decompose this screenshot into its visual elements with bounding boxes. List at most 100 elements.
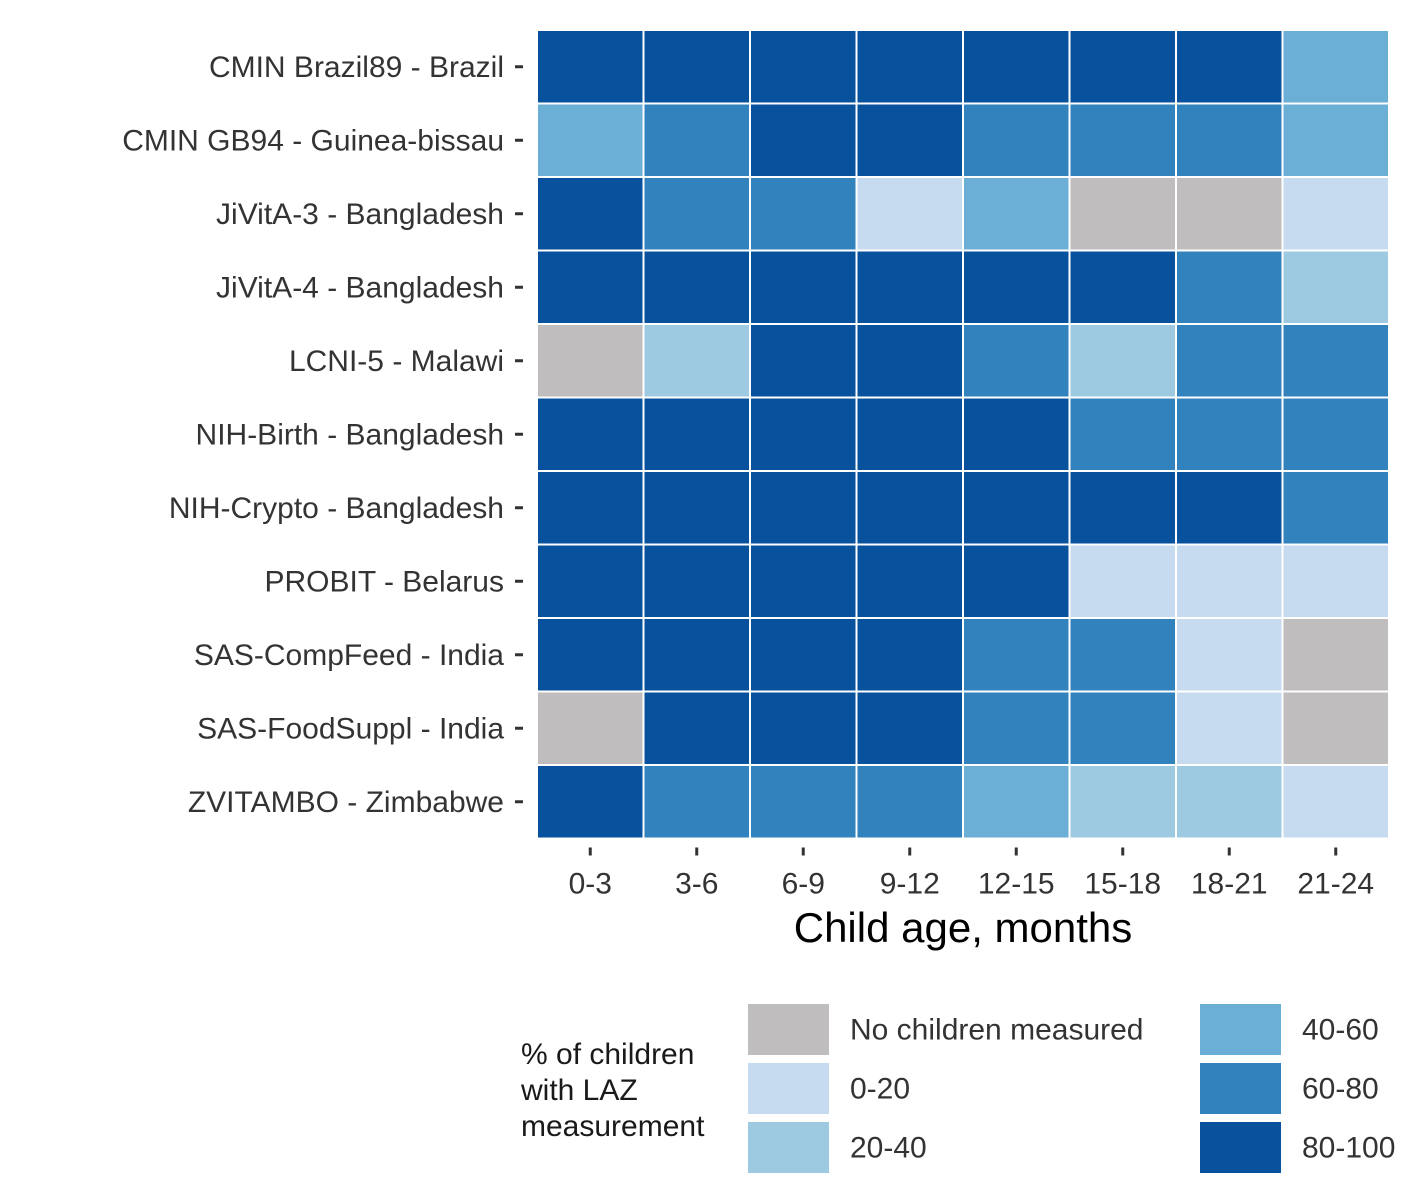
legend-title-line: % of children: [521, 1038, 694, 1071]
heatmap-cell: [642, 764, 751, 840]
heatmap-cell: [642, 102, 751, 178]
heatmap-cell: [962, 764, 1071, 840]
x-tick-label: 9-12: [880, 868, 940, 901]
heatmap-cell: [962, 396, 1071, 472]
legend-key: [746, 1120, 831, 1175]
y-tick-label: NIH-Birth - Bangladesh: [196, 418, 504, 451]
heatmap-cell: [536, 764, 645, 840]
x-tick-label: 6-9: [782, 868, 825, 901]
heatmap-cell: [1281, 617, 1390, 693]
heatmap-cell: [642, 543, 751, 619]
heatmap-cell: [855, 29, 964, 105]
heatmap-cell: [642, 323, 751, 399]
heatmap-cell: [749, 470, 858, 546]
heatmap-cell: [962, 102, 1071, 178]
heatmap-cell: [642, 470, 751, 546]
x-axis-title: Child age, months: [794, 904, 1133, 951]
heatmap-cell: [1068, 396, 1177, 472]
heatmap-cell: [1175, 396, 1284, 472]
heatmap-cell: [1175, 690, 1284, 766]
heatmap-cell: [1175, 543, 1284, 619]
heatmap-cell: [855, 323, 964, 399]
heatmap-cell: [962, 690, 1071, 766]
x-tick-label: 15-18: [1084, 868, 1161, 901]
heatmap-cell: [1068, 176, 1177, 252]
heatmap-cell: [1068, 764, 1177, 840]
heatmap-cell: [1281, 29, 1390, 105]
y-tick-label: ZVITAMBO - Zimbabwe: [188, 786, 504, 819]
legend-label: 60-80: [1302, 1073, 1379, 1106]
heatmap-cell: [536, 176, 645, 252]
heatmap-cell: [749, 617, 858, 693]
heatmap-cell: [855, 396, 964, 472]
heatmap-cell: [1281, 396, 1390, 472]
x-tick-label: 12-15: [978, 868, 1055, 901]
heatmap-cell: [1175, 176, 1284, 252]
legend-title: % of children with LAZ measurement: [520, 1038, 705, 1143]
heatmap-cell: [749, 396, 858, 472]
heatmap-cell: [749, 323, 858, 399]
heatmap-cell: [962, 249, 1071, 325]
heatmap-cell: [855, 617, 964, 693]
legend-label: 40-60: [1302, 1014, 1379, 1047]
heatmap-cell: [1281, 470, 1390, 546]
y-tick-label: SAS-CompFeed - India: [194, 639, 504, 672]
legend-title-line: with LAZ: [520, 1074, 638, 1107]
y-axis: CMIN Brazil89 - Brazil CMIN GB94 - Guinea…: [122, 51, 523, 819]
heatmap-cell: [749, 29, 858, 105]
heatmap-cell: [1281, 764, 1390, 840]
heatmap-cell: [1175, 617, 1284, 693]
heatmap-cell: [855, 176, 964, 252]
heatmap-cell: [962, 29, 1071, 105]
heatmap-cell: [642, 690, 751, 766]
heatmap-cell: [536, 249, 645, 325]
heatmap-cell: [1175, 764, 1284, 840]
heatmap-cell: [1068, 617, 1177, 693]
heatmap-cell: [1281, 323, 1390, 399]
y-tick-label: CMIN Brazil89 - Brazil: [209, 51, 504, 84]
x-tick-label: 3-6: [675, 868, 718, 901]
heatmap-cell: [855, 690, 964, 766]
x-tick-label: 0-3: [569, 868, 612, 901]
heatmap-cell: [1281, 543, 1390, 619]
legend-items: No children measured 0-20 20-40 40-60 60-80 8…: [746, 1002, 1395, 1175]
heatmap-cells: [536, 29, 1390, 840]
legend-label: No children measured: [850, 1014, 1143, 1047]
x-axis: 0-3 3-6 6-9 9-12 12-15 15-18 18-21 21-24: [569, 847, 1374, 901]
heatmap-cell: [855, 764, 964, 840]
heatmap-cell: [855, 470, 964, 546]
heatmap-cell: [749, 102, 858, 178]
heatmap-cell: [855, 249, 964, 325]
legend-key: [1198, 1120, 1283, 1175]
heatmap-cell: [962, 617, 1071, 693]
y-tick-label: JiVitA-4 - Bangladesh: [216, 271, 504, 304]
heatmap-cell: [642, 396, 751, 472]
legend-key: [746, 1061, 831, 1116]
heatmap-cell: [962, 176, 1071, 252]
heatmap-cell: [642, 176, 751, 252]
legend-label: 0-20: [850, 1073, 910, 1106]
heatmap-cell: [1068, 323, 1177, 399]
heatmap-cell: [749, 543, 858, 619]
heatmap-cell: [749, 176, 858, 252]
heatmap-cell: [1068, 249, 1177, 325]
heatmap-cell: [1175, 29, 1284, 105]
heatmap-cell: [536, 323, 645, 399]
legend-key: [746, 1002, 831, 1057]
heatmap-cell: [855, 543, 964, 619]
heatmap-cell: [1175, 470, 1284, 546]
legend-label: 20-40: [850, 1132, 927, 1165]
heatmap-cell: [536, 690, 645, 766]
heatmap-cell: [962, 323, 1071, 399]
y-tick-label: CMIN GB94 - Guinea-bissau: [122, 124, 504, 157]
y-tick-label: PROBIT - Belarus: [264, 565, 504, 598]
x-tick-label: 18-21: [1191, 868, 1268, 901]
heatmap-cell: [1068, 29, 1177, 105]
heatmap-cell: [749, 690, 858, 766]
heatmap-cell: [1068, 543, 1177, 619]
heatmap-cell: [962, 543, 1071, 619]
heatmap-cell: [1175, 249, 1284, 325]
heatmap-cell: [1068, 102, 1177, 178]
legend-key: [1198, 1061, 1283, 1116]
heatmap-cell: [642, 617, 751, 693]
